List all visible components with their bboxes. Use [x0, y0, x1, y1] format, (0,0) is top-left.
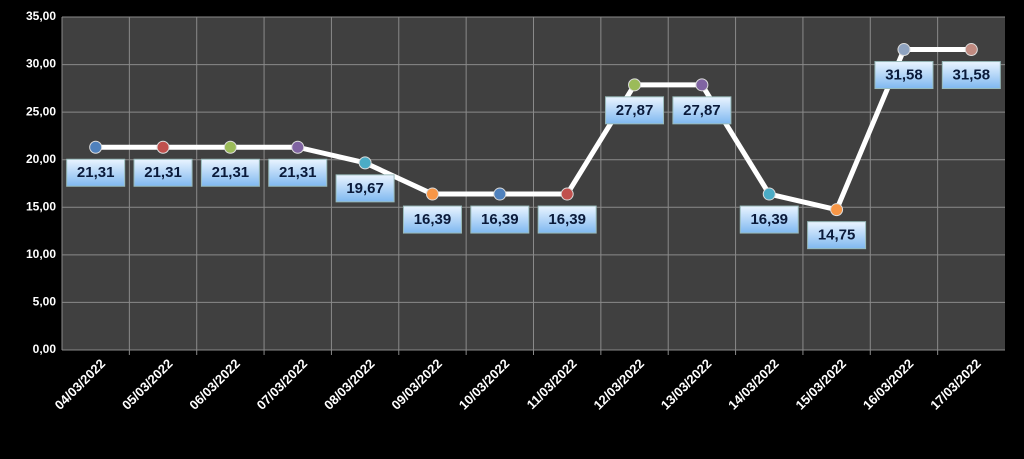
value-label-box	[200, 158, 260, 187]
value-label: 21,31	[279, 164, 317, 181]
value-label: 19,67	[346, 180, 384, 197]
value-label-box	[133, 158, 193, 187]
y-tick-label: 35,00	[26, 9, 56, 23]
point	[223, 140, 237, 154]
value-label-box	[537, 205, 597, 234]
y-tick-label: 15,00	[26, 199, 56, 213]
value-label: 21,31	[212, 164, 250, 181]
value-label: 31,58	[885, 67, 923, 84]
y-tick-label: 20,00	[26, 152, 56, 166]
value-label: 27,87	[616, 102, 654, 119]
value-label-box	[605, 96, 665, 125]
value-label-box	[402, 205, 462, 234]
value-label: 14,75	[818, 227, 856, 244]
value-label-box	[672, 96, 732, 125]
point	[493, 187, 507, 201]
value-label-box	[470, 205, 530, 234]
value-label: 16,39	[750, 211, 788, 228]
value-label-box	[739, 205, 799, 234]
value-label: 21,31	[144, 164, 182, 181]
value-label-box	[335, 174, 395, 203]
point	[425, 187, 439, 201]
value-label: 16,39	[548, 211, 586, 228]
point	[156, 140, 170, 154]
point	[695, 78, 709, 92]
point	[89, 140, 103, 154]
point	[830, 203, 844, 217]
y-tick-label: 25,00	[26, 104, 56, 118]
value-label: 27,87	[683, 102, 721, 119]
y-tick-label: 0,00	[33, 342, 57, 356]
point	[291, 140, 305, 154]
point	[628, 78, 642, 92]
point	[560, 187, 574, 201]
point	[964, 43, 978, 57]
point	[358, 156, 372, 170]
value-label-box	[941, 61, 1001, 90]
series-line	[95, 47, 972, 213]
value-label: 16,39	[481, 211, 519, 228]
y-tick-label: 30,00	[26, 57, 56, 71]
value-label-box	[807, 221, 867, 250]
value-label-box	[874, 61, 934, 90]
value-label: 31,58	[953, 67, 991, 84]
y-tick-label: 5,00	[33, 295, 57, 309]
point	[897, 43, 911, 57]
value-label: 21,31	[77, 164, 115, 181]
value-label: 16,39	[414, 211, 452, 228]
y-tick-label: 10,00	[26, 247, 56, 261]
value-label-box	[66, 158, 126, 187]
point	[762, 187, 776, 201]
value-label-box	[268, 158, 328, 187]
